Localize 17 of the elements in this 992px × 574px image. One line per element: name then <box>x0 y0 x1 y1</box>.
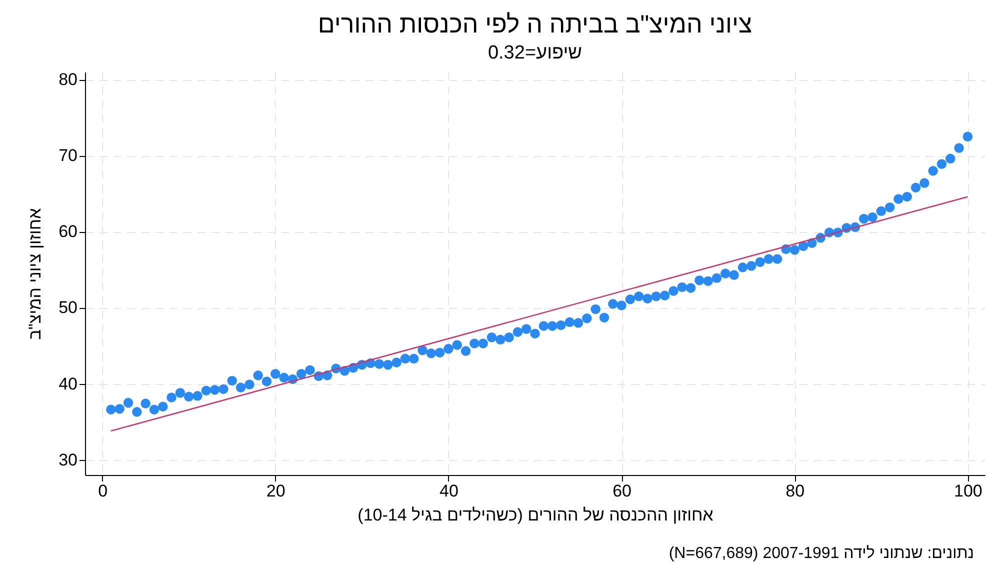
x-tick-label: 60 <box>612 482 632 500</box>
chart-title: ציוני המיצ"ב בביתה ה לפי הכנסות ההורים <box>318 10 752 39</box>
x-tick-label: 100 <box>954 482 982 500</box>
text: נתונים: שנתוני לידה 2007-1991 (N=667,689) <box>668 545 974 563</box>
x-tick-label: 40 <box>440 482 458 500</box>
x-tick-label: 0 <box>98 482 108 500</box>
x-axis-title: אחוזון ההכנסה של ההורים (כשהילדים בגיל 10-14) <box>358 506 714 524</box>
chart-subtitle: שיפוע=0.32 <box>488 42 582 64</box>
y-tick-label: 30 <box>58 450 78 470</box>
y-tick-label: 60 <box>58 222 78 242</box>
y-tick-label: 40 <box>58 374 78 394</box>
x-tick-label: 20 <box>266 482 286 500</box>
y-tick-label: 80 <box>58 70 78 90</box>
y-tick-label: 50 <box>58 298 78 318</box>
y-axis-title: אחוזון ציוני המיצ"ב <box>26 208 45 340</box>
y-tick-label: 70 <box>58 146 78 166</box>
x-tick-label: 80 <box>786 482 805 500</box>
